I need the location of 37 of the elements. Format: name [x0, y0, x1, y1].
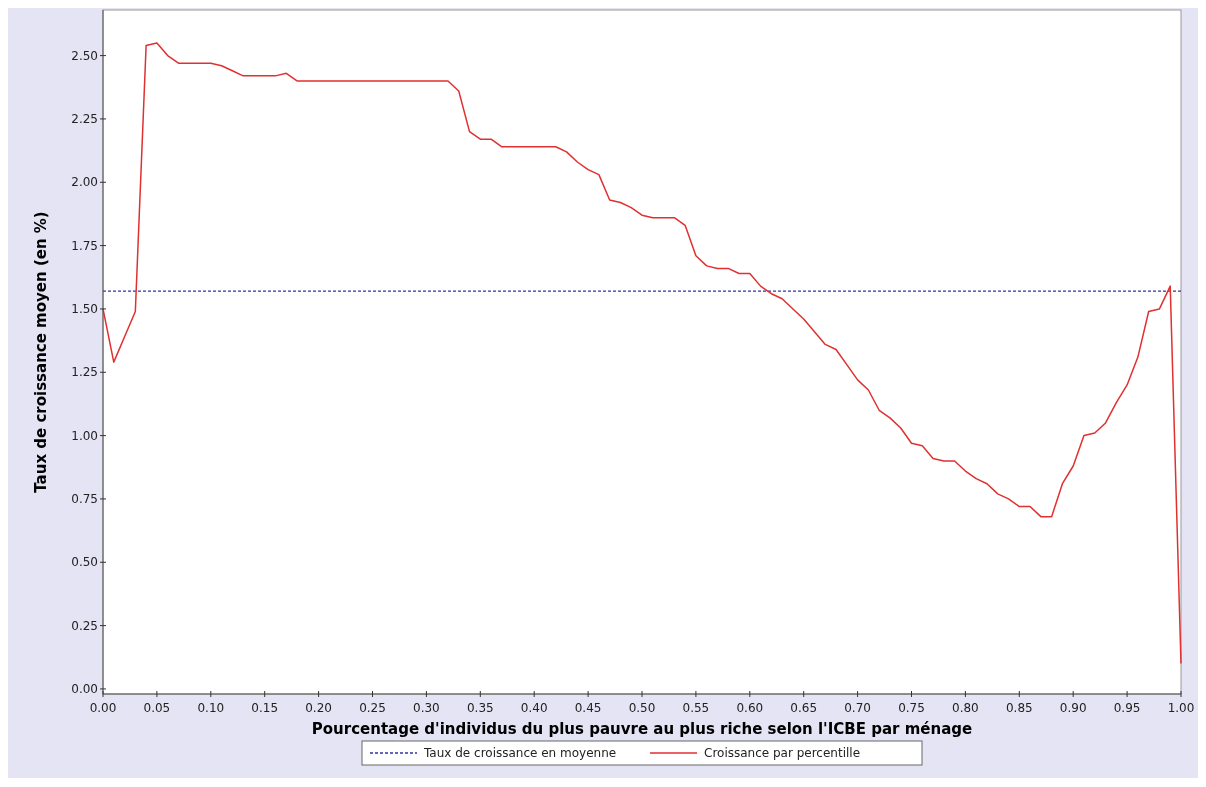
x-tick-label: 0.50: [628, 701, 656, 715]
y-tick-label: 1.00: [71, 428, 98, 443]
y-tick-label: 0.25: [71, 618, 98, 633]
x-tick-label: 0.20: [305, 701, 332, 715]
y-tick-label: 2.50: [71, 48, 98, 63]
x-tick-label: 0.00: [89, 701, 117, 715]
x-tick-label: 0.30: [413, 701, 440, 715]
x-tick-label: 0.15: [251, 701, 279, 715]
x-tick-label: 0.65: [790, 701, 818, 715]
x-tick-label: 0.05: [143, 701, 171, 715]
line-series: [102, 42, 1182, 665]
x-axis-title: Pourcentage d'individus du plus pauvre au plus riche selon l'ICBE par ménage: [311, 720, 973, 738]
y-tick-label: 2.25: [71, 111, 98, 126]
x-tick-label: 0.75: [898, 701, 925, 715]
legend-label: Taux de croissance en moyenne: [423, 746, 617, 760]
x-tick-label: 0.80: [952, 701, 979, 715]
y-tick-label: 2.00: [71, 175, 98, 190]
y-tick-label: 1.75: [71, 238, 98, 253]
y-tick-label: 1.50: [71, 301, 98, 316]
x-tick-label: 0.45: [574, 701, 602, 715]
y-tick-label: 1.25: [71, 365, 98, 380]
y-tick-label: 0.50: [71, 555, 98, 570]
y-tick-label: 0.00: [71, 681, 98, 696]
y-tick-label: 0.75: [71, 491, 98, 506]
y-axis-title: Taux de croissance moyen (en %): [32, 211, 50, 493]
legend-label: Croissance par percentille: [704, 746, 861, 760]
x-tick-label: 0.60: [736, 701, 764, 715]
x-tick-label: 0.90: [1059, 701, 1087, 715]
x-tick-label: 0.10: [197, 701, 225, 715]
x-tick-label: 0.85: [1005, 701, 1033, 715]
x-tick-label: 0.95: [1113, 701, 1141, 715]
x-tick-label: 0.40: [520, 701, 548, 715]
x-tick-label: 0.35: [466, 701, 494, 715]
x-tick-label: 0.55: [682, 701, 710, 715]
x-tick-label: 1.00: [1167, 701, 1195, 715]
x-tick-label: 0.25: [359, 701, 386, 715]
x-tick-label: 0.70: [844, 701, 871, 715]
